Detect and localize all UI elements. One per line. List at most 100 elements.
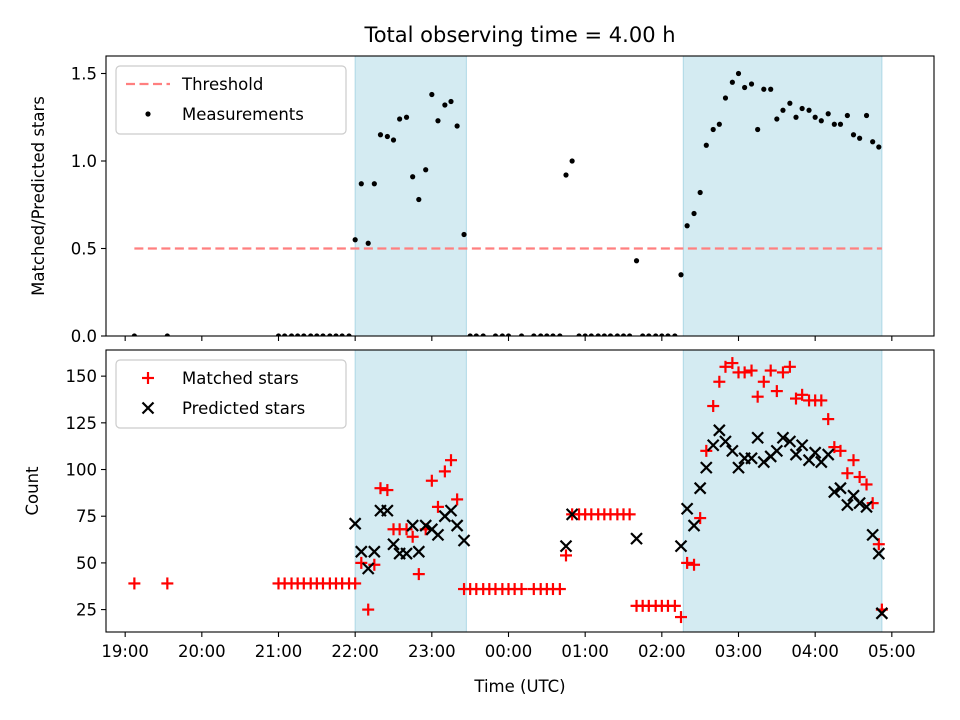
data-point <box>361 562 375 575</box>
data-point <box>377 132 384 138</box>
data-point <box>492 333 499 336</box>
data-point <box>745 364 758 377</box>
data-point <box>442 102 448 108</box>
data-point <box>812 114 818 120</box>
legend-box <box>115 65 347 135</box>
data-point <box>576 333 582 336</box>
y-tick-label: 75 <box>76 507 97 526</box>
x-tick-label: 23:00 <box>408 642 456 661</box>
data-point <box>595 333 601 336</box>
data-point-b <box>732 461 745 474</box>
x-axis-label: Time (UTC) <box>473 677 565 696</box>
data-point <box>694 512 707 525</box>
series-measurements <box>131 70 882 336</box>
data-point <box>368 558 381 571</box>
y-tick-label: 150 <box>66 367 98 386</box>
data-point <box>674 539 688 553</box>
data-point <box>875 607 889 620</box>
data-point <box>352 237 358 243</box>
data-point <box>563 172 569 178</box>
shaded-interval-0 <box>354 349 467 633</box>
data-point <box>623 508 636 521</box>
data-point <box>808 446 822 459</box>
data-point-b <box>726 444 739 458</box>
data-point <box>860 500 873 514</box>
data-point <box>697 189 703 196</box>
data-point <box>275 333 282 336</box>
data-point-b <box>348 517 362 530</box>
data-point <box>793 114 799 120</box>
data-point-b <box>834 481 847 495</box>
data-point <box>742 84 748 91</box>
data-point <box>450 519 464 532</box>
data-point <box>863 112 870 119</box>
data-point <box>841 467 854 480</box>
data-point <box>588 333 594 336</box>
data-point <box>866 528 879 542</box>
legend-marker-swatch <box>141 401 155 415</box>
data-point <box>672 333 678 336</box>
x-tick-label: 00:00 <box>485 642 533 661</box>
data-point <box>390 137 397 143</box>
x-tick-label: 19:00 <box>101 642 149 661</box>
data-point-b <box>713 424 726 437</box>
data-point <box>687 519 701 532</box>
data-point <box>544 333 550 336</box>
data-point-b <box>687 519 701 532</box>
data-point <box>381 484 394 497</box>
data-point <box>684 223 690 229</box>
data-point <box>431 528 445 542</box>
data-point <box>397 116 403 122</box>
data-point <box>876 144 882 150</box>
data-point <box>729 79 735 85</box>
data-point <box>400 523 413 536</box>
data-point <box>461 231 467 238</box>
data-point <box>355 545 368 558</box>
data-point <box>732 461 745 474</box>
data-point <box>713 375 726 388</box>
x-tick-label: 21:00 <box>255 642 303 661</box>
data-point <box>796 388 809 401</box>
data-point <box>620 333 627 336</box>
data-point <box>368 545 381 558</box>
data-point <box>837 121 844 127</box>
data-point-b <box>875 607 889 620</box>
data-point-b <box>693 481 707 495</box>
x-tick-label: 03:00 <box>715 642 763 661</box>
data-point <box>282 333 288 336</box>
data-point <box>707 400 720 413</box>
data-point <box>569 158 575 164</box>
data-point-b <box>457 534 471 547</box>
data-point-b <box>860 500 873 514</box>
data-point <box>825 111 831 117</box>
data-point <box>872 547 886 560</box>
data-point <box>870 139 876 145</box>
data-point <box>518 333 525 336</box>
data-point <box>828 441 841 454</box>
legend-label: Measurements <box>182 105 304 124</box>
data-point <box>550 333 556 336</box>
data-point <box>371 181 377 187</box>
data-point-b <box>847 489 860 502</box>
series-predicted-stars <box>348 424 889 620</box>
plot-area <box>131 70 882 336</box>
data-point <box>726 357 739 370</box>
shaded-interval-0 <box>354 55 467 337</box>
data-point <box>339 333 345 336</box>
data-point <box>680 502 694 516</box>
data-point <box>780 107 786 113</box>
data-point <box>582 333 588 336</box>
data-point-b <box>450 519 464 532</box>
data-point-b <box>444 504 458 517</box>
data-point <box>164 333 170 336</box>
data-point-b <box>630 532 643 545</box>
data-point <box>770 385 783 398</box>
legend-box <box>115 359 347 429</box>
axes-frame <box>105 349 935 633</box>
x-tick-label: 22:00 <box>331 642 379 661</box>
data-point <box>681 556 694 569</box>
data-point <box>751 390 764 403</box>
data-point <box>295 333 301 336</box>
data-point-b <box>841 498 854 512</box>
data-point <box>400 547 413 560</box>
